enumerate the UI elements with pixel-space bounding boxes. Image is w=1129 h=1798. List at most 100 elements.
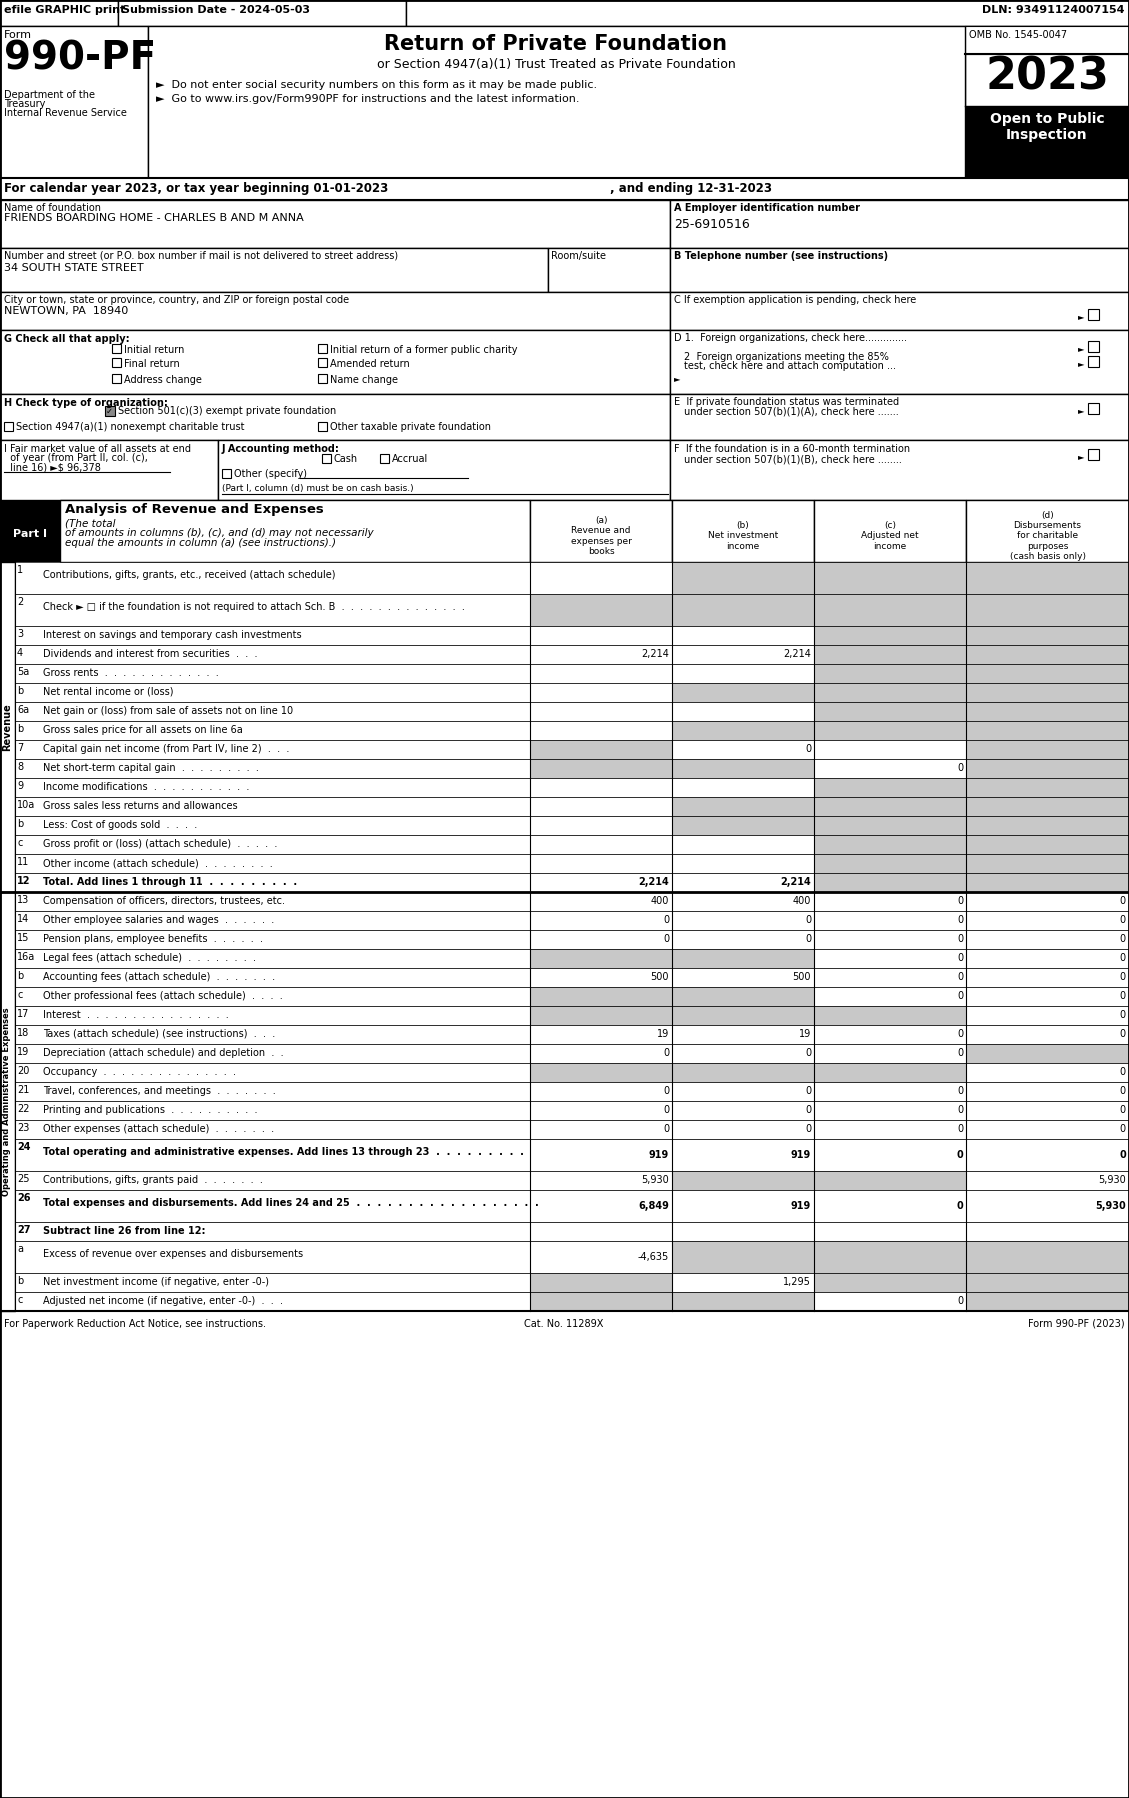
Bar xyxy=(966,987,1129,1007)
Bar xyxy=(530,1223,672,1241)
Bar xyxy=(672,1170,814,1190)
Bar xyxy=(548,248,669,291)
Text: Other income (attach schedule)  .  .  .  .  .  .  .  .: Other income (attach schedule) . . . . .… xyxy=(43,858,273,868)
Text: 10a: 10a xyxy=(17,800,35,811)
Bar xyxy=(814,930,966,949)
Text: 0: 0 xyxy=(805,744,811,753)
Bar xyxy=(672,1190,814,1223)
Text: C If exemption application is pending, check here: C If exemption application is pending, c… xyxy=(674,295,917,306)
Text: J Accounting method:: J Accounting method: xyxy=(222,444,340,455)
Bar xyxy=(15,593,530,626)
Text: Number and street (or P.O. box number if mail is not delivered to street address: Number and street (or P.O. box number if… xyxy=(5,252,399,261)
Bar xyxy=(530,949,672,967)
Text: Excess of revenue over expenses and disbursements: Excess of revenue over expenses and disb… xyxy=(43,1250,303,1259)
Bar xyxy=(15,1190,530,1223)
Bar xyxy=(0,248,548,291)
Bar xyxy=(672,1082,814,1100)
Bar xyxy=(814,1082,966,1100)
Text: 4: 4 xyxy=(17,647,23,658)
Bar xyxy=(672,721,814,741)
Bar xyxy=(966,797,1129,816)
Text: 0: 0 xyxy=(957,1048,963,1057)
Bar xyxy=(15,626,530,645)
Text: 19: 19 xyxy=(798,1028,811,1039)
Bar xyxy=(15,854,530,874)
Bar xyxy=(672,1025,814,1045)
Bar xyxy=(672,1045,814,1063)
Bar xyxy=(530,1007,672,1025)
Text: Initial return: Initial return xyxy=(124,345,184,354)
Text: Taxes (attach schedule) (see instructions)  .  .  .: Taxes (attach schedule) (see instruction… xyxy=(43,1028,275,1039)
Text: 0: 0 xyxy=(956,1201,963,1212)
Text: Return of Private Foundation: Return of Private Foundation xyxy=(385,34,727,54)
Bar xyxy=(814,683,966,701)
Bar xyxy=(15,1100,530,1120)
Bar xyxy=(672,874,814,892)
Text: 24: 24 xyxy=(17,1142,30,1153)
Text: 0: 0 xyxy=(1120,1106,1126,1115)
Bar xyxy=(530,759,672,779)
Text: Final return: Final return xyxy=(124,360,180,369)
Bar xyxy=(530,967,672,987)
Bar xyxy=(530,874,672,892)
Bar xyxy=(672,930,814,949)
Bar xyxy=(966,1007,1129,1025)
Text: 500: 500 xyxy=(793,973,811,982)
Bar xyxy=(15,967,530,987)
Text: 0: 0 xyxy=(805,1124,811,1135)
Text: Accounting fees (attach schedule)  .  .  .  .  .  .  .: Accounting fees (attach schedule) . . . … xyxy=(43,973,275,982)
Bar xyxy=(965,25,1129,178)
Text: Travel, conferences, and meetings  .  .  .  .  .  .  .: Travel, conferences, and meetings . . . … xyxy=(43,1086,275,1097)
Text: 0: 0 xyxy=(957,1106,963,1115)
Bar xyxy=(530,1273,672,1293)
Bar xyxy=(15,645,530,663)
Text: 919: 919 xyxy=(790,1151,811,1160)
Text: Legal fees (attach schedule)  .  .  .  .  .  .  .  .: Legal fees (attach schedule) . . . . . .… xyxy=(43,953,256,964)
Bar xyxy=(672,1100,814,1120)
Text: 8: 8 xyxy=(17,762,23,771)
Bar xyxy=(814,1273,966,1293)
Text: 0: 0 xyxy=(957,953,963,964)
Text: of year (from Part II, col. (c),: of year (from Part II, col. (c), xyxy=(5,453,148,464)
Bar xyxy=(0,25,148,178)
Text: 19: 19 xyxy=(657,1028,669,1039)
Text: 0: 0 xyxy=(957,762,963,773)
Bar xyxy=(530,1120,672,1138)
Text: Occupancy  .  .  .  .  .  .  .  .  .  .  .  .  .  .  .: Occupancy . . . . . . . . . . . . . . . xyxy=(43,1066,236,1077)
Text: Submission Date - 2024-05-03: Submission Date - 2024-05-03 xyxy=(122,5,310,14)
Text: I Fair market value of all assets at end: I Fair market value of all assets at end xyxy=(5,444,191,455)
Bar xyxy=(530,1045,672,1063)
Bar xyxy=(15,1241,530,1273)
Text: Section 501(c)(3) exempt private foundation: Section 501(c)(3) exempt private foundat… xyxy=(119,406,336,415)
Bar xyxy=(672,1241,814,1273)
Text: 5a: 5a xyxy=(17,667,29,678)
Bar xyxy=(105,406,115,415)
Text: Capital gain net income (from Part IV, line 2)  .  .  .: Capital gain net income (from Part IV, l… xyxy=(43,744,289,753)
Bar xyxy=(672,854,814,874)
Text: Net short-term capital gain  .  .  .  .  .  .  .  .  .: Net short-term capital gain . . . . . . … xyxy=(43,762,259,773)
Bar xyxy=(814,626,966,645)
Text: H Check type of organization:: H Check type of organization: xyxy=(5,397,168,408)
Text: under section 507(b)(1)(A), check here .......: under section 507(b)(1)(A), check here .… xyxy=(684,406,899,417)
Bar xyxy=(669,441,1129,500)
Bar xyxy=(15,721,530,741)
Bar xyxy=(814,854,966,874)
Text: 25: 25 xyxy=(17,1174,29,1185)
Bar xyxy=(15,563,530,593)
Text: Name change: Name change xyxy=(330,376,399,385)
Text: Amended return: Amended return xyxy=(330,360,410,369)
Bar xyxy=(966,1100,1129,1120)
Text: 0: 0 xyxy=(1120,1010,1126,1019)
Text: Pension plans, employee benefits  .  .  .  .  .  .: Pension plans, employee benefits . . . .… xyxy=(43,933,263,944)
Bar xyxy=(966,912,1129,930)
Text: Form 990-PF (2023): Form 990-PF (2023) xyxy=(1029,1320,1124,1329)
Text: c: c xyxy=(17,1295,23,1305)
Bar xyxy=(0,441,218,500)
Text: 12: 12 xyxy=(17,876,30,886)
Bar xyxy=(530,663,672,683)
Text: ►: ► xyxy=(1078,451,1085,460)
Text: 23: 23 xyxy=(17,1124,29,1133)
Text: 18: 18 xyxy=(17,1028,29,1037)
Bar xyxy=(672,834,814,854)
Bar xyxy=(966,683,1129,701)
